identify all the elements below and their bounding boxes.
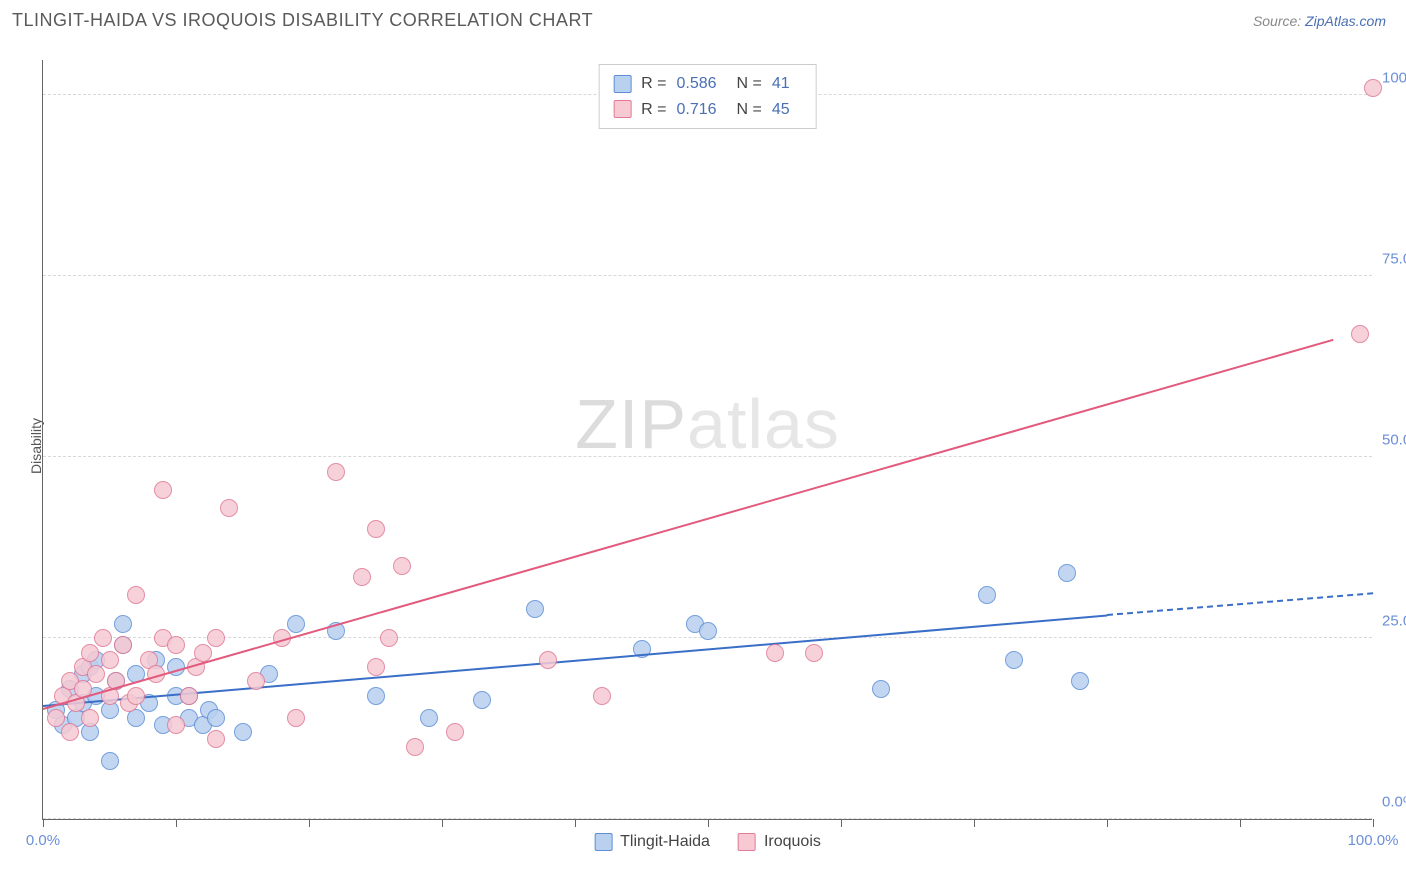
correlation-stats-box: R = 0.586 N = 41 R = 0.716 N = 45 [598, 64, 817, 129]
data-point [805, 644, 823, 662]
watermark-bold: ZIP [575, 385, 687, 463]
data-point [420, 709, 438, 727]
data-point [207, 730, 225, 748]
data-point [207, 629, 225, 647]
data-point [101, 752, 119, 770]
data-point [61, 723, 79, 741]
data-point [1351, 325, 1369, 343]
x-tick [43, 819, 44, 827]
data-point [167, 716, 185, 734]
stat-value-n: 45 [772, 97, 802, 123]
series-chip [613, 100, 631, 118]
data-point [154, 481, 172, 499]
data-point [367, 520, 385, 538]
grid-line [43, 456, 1372, 457]
stat-label-n: N = [737, 71, 762, 97]
x-tick [708, 819, 709, 827]
data-point [81, 644, 99, 662]
legend-item: Iroquois [738, 833, 821, 851]
data-point [87, 665, 105, 683]
legend-chip [594, 833, 612, 851]
data-point [1364, 79, 1382, 97]
data-point [766, 644, 784, 662]
stats-row: R = 0.586 N = 41 [613, 71, 802, 97]
watermark-light: atlas [687, 385, 840, 463]
data-point [234, 723, 252, 741]
x-tick [1107, 819, 1108, 827]
y-tick-label: 75.0% [1382, 251, 1406, 268]
x-tick [442, 819, 443, 827]
data-point [539, 651, 557, 669]
x-tick [1373, 819, 1374, 827]
data-point [446, 723, 464, 741]
y-tick-label: 0.0% [1382, 794, 1406, 811]
x-tick [1240, 819, 1241, 827]
data-point [167, 636, 185, 654]
x-tick [176, 819, 177, 827]
stat-value-r: 0.716 [677, 97, 727, 123]
trend-line [1107, 593, 1373, 617]
data-point [180, 687, 198, 705]
legend-label: Iroquois [764, 833, 821, 851]
data-point [872, 680, 890, 698]
data-point [526, 600, 544, 618]
data-point [1058, 564, 1076, 582]
data-point [81, 709, 99, 727]
x-tick [575, 819, 576, 827]
source-prefix: Source: [1253, 13, 1305, 29]
stat-label-n: N = [737, 97, 762, 123]
data-point [367, 687, 385, 705]
y-tick-label: 25.0% [1382, 613, 1406, 630]
data-point [127, 687, 145, 705]
x-tick [309, 819, 310, 827]
data-point [327, 463, 345, 481]
source-attribution: Source: ZipAtlas.com [1253, 13, 1386, 29]
stat-value-n: 41 [772, 71, 802, 97]
data-point [114, 615, 132, 633]
data-point [593, 687, 611, 705]
data-point [194, 644, 212, 662]
chart-title: TLINGIT-HAIDA VS IROQUOIS DISABILITY COR… [12, 10, 593, 31]
stats-row: R = 0.716 N = 45 [613, 97, 802, 123]
data-point [380, 629, 398, 647]
data-point [1071, 672, 1089, 690]
x-tick-label: 0.0% [26, 832, 60, 849]
data-point [1005, 651, 1023, 669]
legend-item: Tlingit-Haida [594, 833, 710, 851]
series-chip [613, 75, 631, 93]
data-point [978, 586, 996, 604]
source-link[interactable]: ZipAtlas.com [1305, 13, 1386, 29]
data-point [367, 658, 385, 676]
y-tick-label: 50.0% [1382, 432, 1406, 449]
data-point [247, 672, 265, 690]
data-point [473, 691, 491, 709]
x-tick-label: 100.0% [1348, 832, 1399, 849]
trend-line [43, 339, 1334, 710]
stat-value-r: 0.586 [677, 71, 727, 97]
data-point [114, 636, 132, 654]
data-point [101, 651, 119, 669]
data-point [94, 629, 112, 647]
legend-label: Tlingit-Haida [620, 833, 710, 851]
y-tick-label: 100.0% [1382, 70, 1406, 87]
x-tick [974, 819, 975, 827]
data-point [406, 738, 424, 756]
scatter-chart: ZIPatlas R =0.586N =41R =0.716N =45 Tlin… [42, 60, 1372, 820]
data-point [220, 499, 238, 517]
legend-chip [738, 833, 756, 851]
data-point [699, 622, 717, 640]
x-tick [841, 819, 842, 827]
data-point [47, 709, 65, 727]
data-point [207, 709, 225, 727]
stat-label-r: R = [641, 71, 666, 97]
data-point [127, 586, 145, 604]
chart-legend: Tlingit-Haida Iroquois [594, 833, 821, 851]
grid-line [43, 275, 1372, 276]
watermark: ZIPatlas [575, 384, 840, 464]
data-point [353, 568, 371, 586]
data-point [287, 709, 305, 727]
stat-label-r: R = [641, 97, 666, 123]
data-point [287, 615, 305, 633]
data-point [393, 557, 411, 575]
